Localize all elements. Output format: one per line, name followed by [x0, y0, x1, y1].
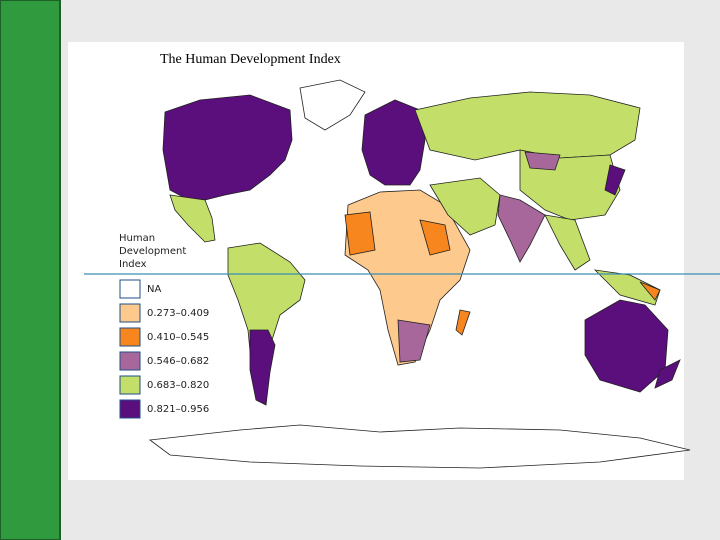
legend-title: Development — [119, 246, 186, 257]
legend-label: NA — [147, 284, 161, 295]
west-africa — [344, 211, 376, 256]
legend-swatch — [119, 351, 141, 371]
antarctica — [148, 424, 691, 469]
europe — [361, 99, 426, 186]
legend-label: 0.410–0.545 — [147, 332, 209, 343]
legend-title: Human — [119, 233, 155, 244]
legend-title: Index — [119, 259, 147, 270]
legend-swatch — [119, 303, 141, 323]
legend-swatch — [119, 375, 141, 395]
mongolia — [524, 151, 561, 171]
legend-label: 0.546–0.682 — [147, 356, 209, 367]
legend-swatch — [119, 279, 141, 299]
argentina — [249, 329, 276, 406]
north-america — [162, 94, 293, 201]
legend-label: 0.821–0.956 — [147, 404, 209, 415]
new-zealand — [654, 359, 681, 389]
mexico — [169, 194, 216, 243]
side-bar — [0, 0, 61, 540]
southern-africa — [397, 319, 431, 363]
russia — [414, 91, 641, 161]
legend-swatch — [119, 399, 141, 419]
legend-label: 0.683–0.820 — [147, 380, 209, 391]
madagascar — [455, 309, 471, 336]
southeast-asia — [544, 214, 591, 271]
papua — [639, 281, 661, 301]
middle-east — [429, 177, 501, 236]
india — [497, 194, 546, 263]
greenland — [299, 79, 366, 131]
legend-swatch — [119, 327, 141, 347]
east-africa — [419, 219, 451, 256]
japan — [604, 164, 626, 196]
legend: Human Development Index NA 0.273–0.409 0.410–… — [119, 233, 209, 419]
map — [148, 79, 691, 469]
legend-label: 0.273–0.409 — [147, 308, 209, 319]
map-title: The Human Development Index — [160, 52, 341, 67]
